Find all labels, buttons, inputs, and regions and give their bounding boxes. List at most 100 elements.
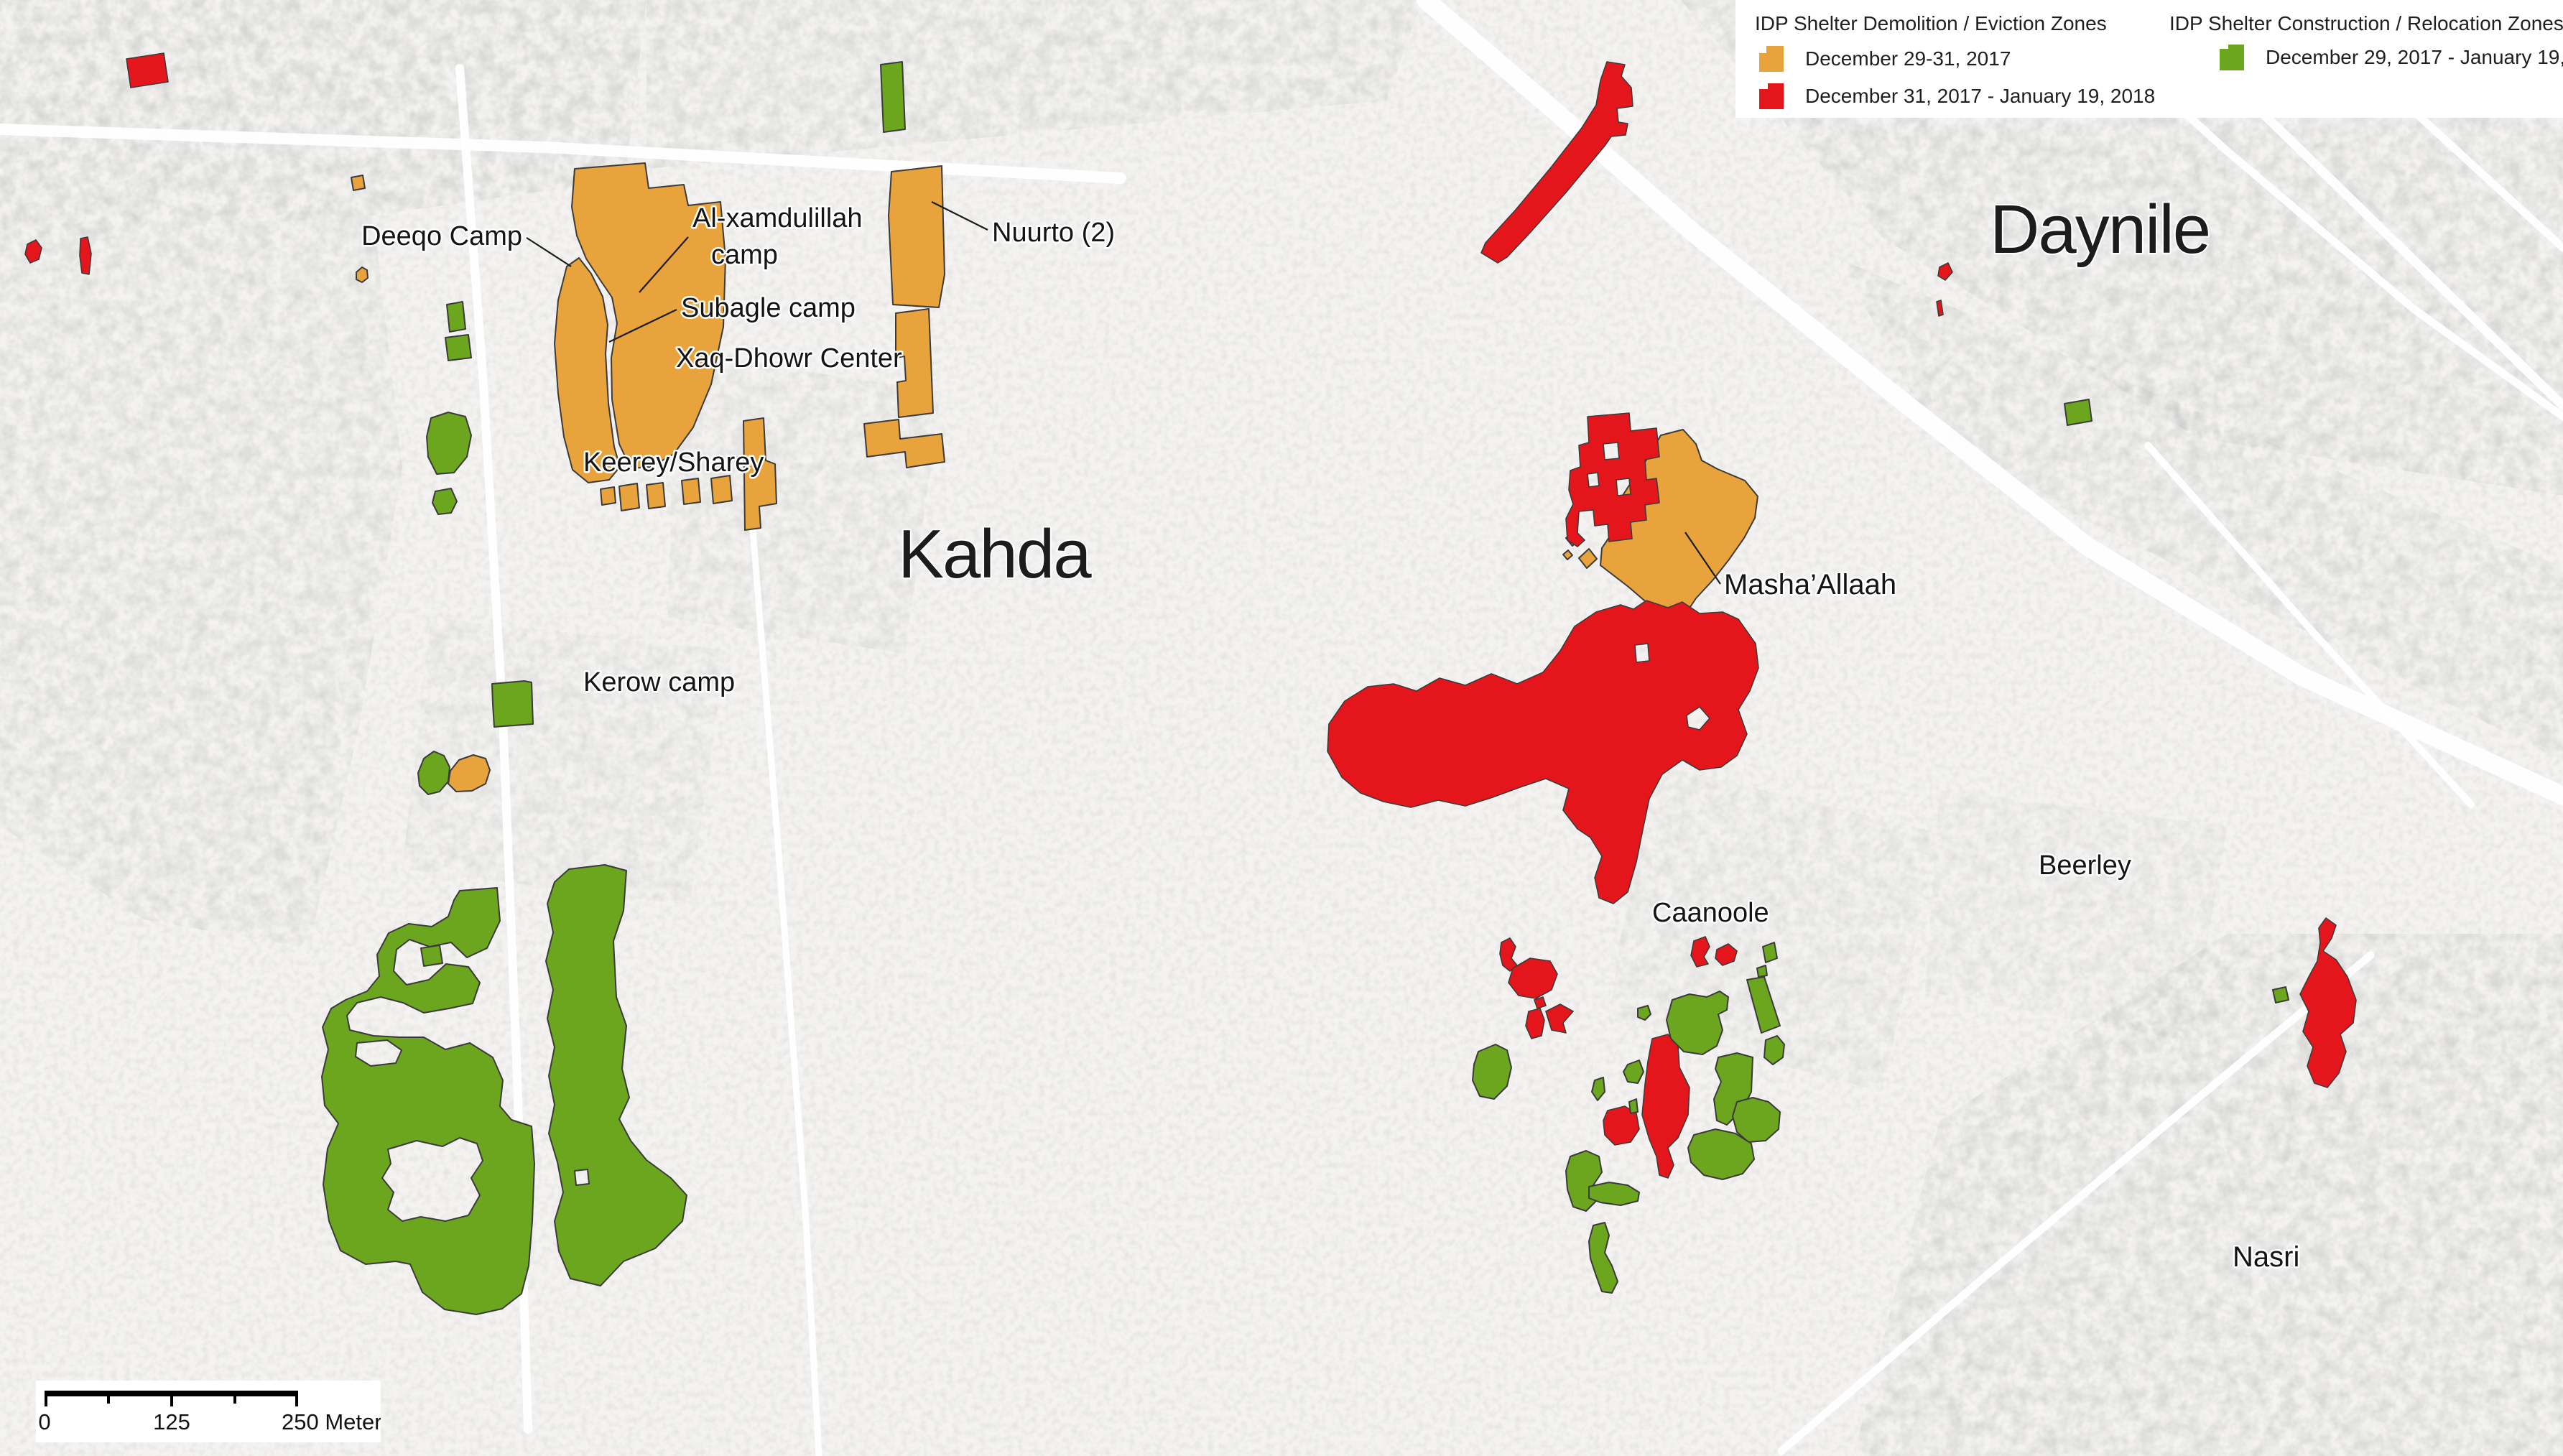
- map-label: camp: [711, 240, 778, 270]
- zone-red-small-zone: [79, 236, 92, 275]
- zone-orange-camp-fragment: [600, 486, 616, 506]
- zone-green-caanoole-green-blob: [1666, 991, 1729, 1055]
- zone-red-eviction-block-cluster: [1565, 412, 1660, 547]
- zone-red-small-zone: [24, 239, 42, 264]
- scale-label-mid: 125: [153, 1409, 190, 1434]
- zones-layer: [24, 52, 2357, 1315]
- zone-orange-small-zone: [1562, 550, 1573, 560]
- district-label: Daynile: [1990, 191, 2210, 268]
- zone-green-small-zone: [426, 412, 472, 475]
- zone-red-small-zone: [1715, 943, 1738, 966]
- district-label: Kahda: [898, 516, 1092, 593]
- zone-orange-xaq-dhowr-column: [743, 417, 777, 531]
- map-label: Keerey/Sharey: [583, 448, 764, 478]
- zone-green-small-zone: [432, 488, 458, 515]
- map-label: Kerow camp: [583, 667, 735, 697]
- labels-layer: Daynile Kahda Deeqo Camp Al-xamdulillah camp…: [360, 190, 2302, 1275]
- zone-green-relocation-east-block: [545, 864, 687, 1286]
- zone-red-small-zone: [1937, 262, 1953, 281]
- road: [2144, 442, 2475, 808]
- map-label: Caanoole: [1652, 898, 1769, 928]
- zone-green-small-zone: [1637, 1005, 1651, 1021]
- zone-green-kerow-green-rect: [491, 680, 534, 728]
- zone-green-small-zone: [1623, 1059, 1644, 1084]
- settlement-patch: [0, 215, 402, 948]
- leader-line: [608, 309, 677, 343]
- settlement-patch: [402, 618, 726, 905]
- map-label: Masha’Allaah: [1724, 569, 1896, 601]
- zone-orange-deeqo-camp-zone: [351, 175, 366, 191]
- legend-item-label: December 31, 2017 - January 19, 2018: [1805, 85, 2156, 107]
- legend-item-label: December 29-31, 2017: [1805, 47, 2011, 70]
- legend-item-dec31-jan19: December 31, 2017 - January 19, 2018: [1759, 83, 2215, 109]
- road: [747, 499, 822, 1456]
- zone-red-small-zone: [1603, 1105, 1640, 1146]
- zone-red-small-zone: [1690, 936, 1710, 968]
- zone-green-small-zone: [1756, 965, 1768, 978]
- zone-green-small-zone: [1628, 1098, 1639, 1114]
- leader-line: [526, 237, 572, 267]
- leader-line: [931, 201, 988, 231]
- zone-green-small-zone: [1746, 976, 1781, 1034]
- zone-green-small-zone: [1588, 1182, 1640, 1206]
- zone-red-small-zone: [1545, 1003, 1574, 1034]
- zone-orange-small-zone: [1578, 548, 1598, 569]
- leader-lines-layer: [526, 201, 1721, 585]
- legend-demolition-title: IDP Shelter Demolition / Eviction Zones: [1755, 12, 2107, 34]
- settlement-patch: [1853, 934, 2563, 1456]
- zone-green-small-zone: [1472, 1044, 1512, 1100]
- zone-red-caanoole-red-central: [1641, 1034, 1690, 1179]
- zone-green-nasri-green-square: [2272, 986, 2289, 1003]
- zone-red-eviction-strip-road: [1480, 61, 1633, 264]
- zone-red-eviction-rect-nw: [126, 52, 169, 88]
- legend-construction: IDP Shelter Construction / Relocation Zo…: [2169, 0, 2563, 70]
- zone-orange-subagle-camp-lobe: [554, 257, 621, 483]
- zone-orange-small-zone: [356, 266, 369, 283]
- zone-orange-nuurto-2-zone: [888, 165, 945, 308]
- legend-background-panel: [1735, 0, 2563, 118]
- zone-orange-camp-fragment: [681, 478, 701, 505]
- zone-orange-camp-fragment: [618, 483, 640, 511]
- map-label: Subagle camp: [681, 293, 856, 323]
- map-label: Xaq-Dhowr Center: [676, 343, 902, 374]
- red-zone-swatch-icon: [1759, 83, 1784, 109]
- zone-orange-xaq-dhowr-right-column: [895, 308, 934, 418]
- zone-red-small-zone: [1534, 996, 1547, 1009]
- zone-orange-kerow-orange-blob: [448, 754, 491, 792]
- zone-red-small-zone: [1525, 1008, 1545, 1039]
- map-label: Nuurto (2): [992, 218, 1115, 248]
- scale-bar: 0 125 250 Meters: [36, 1381, 381, 1442]
- leader-line: [639, 236, 689, 293]
- zone-green-small-zone: [1588, 1222, 1618, 1294]
- map-label: Al-xamdulillah: [692, 203, 863, 233]
- road: [1777, 951, 2375, 1455]
- zone-red-small-zone: [1508, 957, 1558, 999]
- green-zone-swatch-icon: [2220, 45, 2244, 70]
- legend-construction-title: IDP Shelter Construction / Relocation Zo…: [2169, 12, 2563, 34]
- orange-zone-swatch-icon: [1759, 46, 1784, 72]
- zone-green-small-zone: [1591, 1077, 1605, 1101]
- map-label: Nasri: [2233, 1241, 2299, 1273]
- map-label: Beerley: [2039, 850, 2131, 881]
- settlement-patch: [1681, 0, 2563, 496]
- settlement-patch: [1925, 790, 2227, 1042]
- scale-label-zero: 0: [38, 1409, 50, 1434]
- zone-red-small-zone: [1936, 300, 1944, 317]
- settlement-patch: [646, 0, 1422, 169]
- legend-item-label: December 29, 2017 - January 19, 2018: [2266, 46, 2563, 68]
- zone-orange-camp-fragment: [710, 475, 733, 504]
- zone-green-small-zone: [1763, 1035, 1785, 1065]
- zone-green-relocation-rect-top: [880, 61, 906, 133]
- zone-red-eviction-main-mass: [1327, 600, 1759, 904]
- zone-green-small-zone: [446, 301, 466, 333]
- zone-orange-xaq-dhowr-foot: [863, 419, 945, 468]
- zone-green-small-zone: [1687, 1128, 1755, 1180]
- zone-green-small-zone: [1732, 1097, 1781, 1143]
- scale-label-end: 250 Meters: [282, 1409, 381, 1434]
- zone-red-beerley-red-zone: [2299, 917, 2357, 1088]
- road: [1417, 0, 2563, 805]
- zone-green-relocation-west-complex: [321, 887, 535, 1315]
- legend-item-dec29-jan19: December 29, 2017 - January 19, 2018: [2220, 45, 2563, 70]
